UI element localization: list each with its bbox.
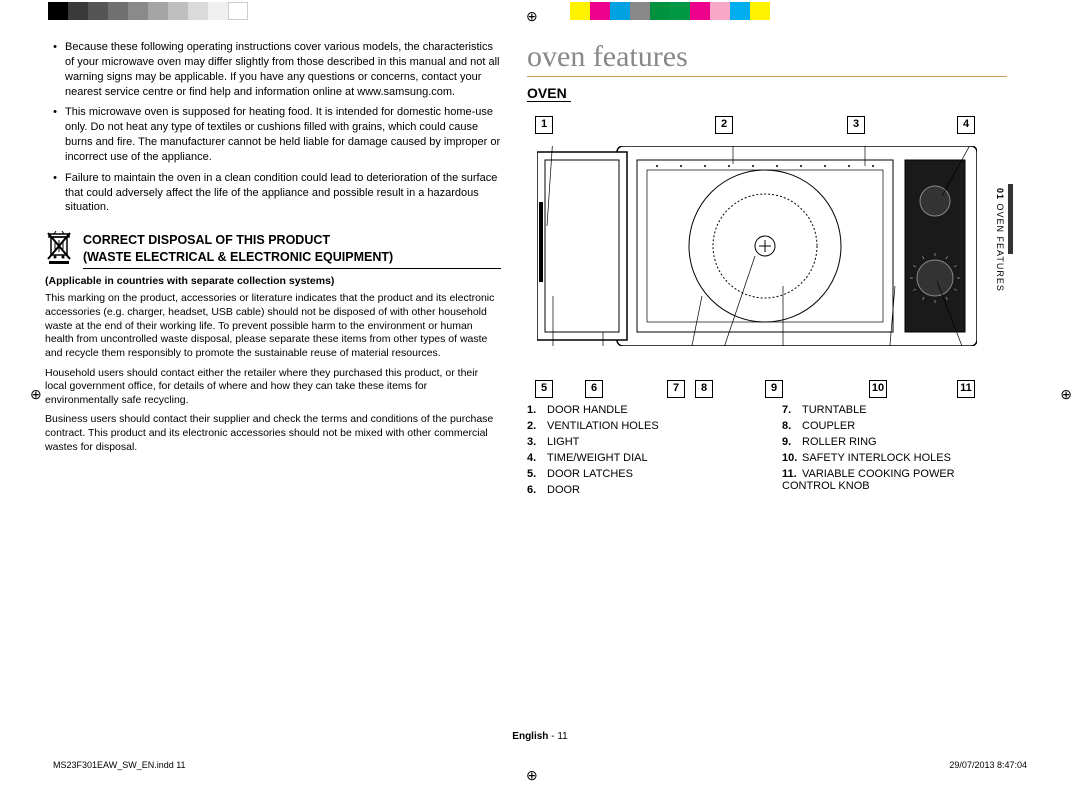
bullet-item: •Because these following operating instr… bbox=[45, 40, 501, 99]
oven-diagram: 1234567891011 bbox=[527, 116, 992, 376]
diagram-callout: 6 bbox=[585, 380, 603, 398]
disposal-heading: CORRECT DISPOSAL OF THIS PRODUCT (WASTE … bbox=[45, 231, 501, 270]
disposal-paragraph: This marking on the product, accessories… bbox=[45, 292, 501, 360]
oven-svg bbox=[537, 146, 977, 346]
color-swatch bbox=[570, 2, 590, 20]
diagram-callout: 3 bbox=[847, 116, 865, 134]
color-swatch bbox=[128, 2, 148, 20]
diagram-callout: 5 bbox=[535, 380, 553, 398]
color-swatch bbox=[48, 2, 68, 20]
part-item: 11.VARIABLE COOKING POWER CONTROL KNOB bbox=[782, 468, 1007, 492]
color-swatch bbox=[730, 2, 750, 20]
registration-mark-left: ⊕ bbox=[30, 386, 42, 403]
parts-lists: 1.DOOR HANDLE 2.VENTILATION HOLES 3.LIGHT 4… bbox=[527, 404, 1007, 500]
diagram-callout: 10 bbox=[869, 380, 887, 398]
registration-mark-bottom: ⊕ bbox=[526, 767, 538, 784]
color-swatch bbox=[228, 2, 248, 20]
right-column: oven features OVEN 1 2 3 4 5 6 78 9 10 11 1.DOOR … bbox=[527, 40, 1007, 500]
part-item: 9.ROLLER RING bbox=[782, 436, 1007, 448]
color-swatch bbox=[68, 2, 88, 20]
color-swatch bbox=[690, 2, 710, 20]
registration-mark-right: ⊕ bbox=[1060, 386, 1072, 403]
color-swatch bbox=[670, 2, 690, 20]
part-item: 10.SAFETY INTERLOCK HOLES bbox=[782, 452, 1007, 464]
oven-label: OVEN bbox=[527, 85, 571, 102]
color-swatch bbox=[630, 2, 650, 20]
color-swatch bbox=[710, 2, 730, 20]
left-column: •Because these following operating instr… bbox=[45, 40, 501, 500]
diagram-callout: 8 bbox=[695, 380, 713, 398]
footer-date: 29/07/2013 8:47:04 bbox=[949, 760, 1027, 770]
color-swatch bbox=[168, 2, 188, 20]
diagram-callout: 2 bbox=[715, 116, 733, 134]
color-bar-left bbox=[48, 2, 248, 20]
diagram-callout: 9 bbox=[765, 380, 783, 398]
diagram-callout: 1 bbox=[535, 116, 553, 134]
footer-center: English - 11 bbox=[45, 731, 1035, 742]
part-item: 6.DOOR bbox=[527, 484, 752, 496]
part-item: 8.COUPLER bbox=[782, 420, 1007, 432]
disposal-paragraph: Business users should contact their supp… bbox=[45, 413, 501, 454]
part-item: 2.VENTILATION HOLES bbox=[527, 420, 752, 432]
weee-bin-icon bbox=[45, 231, 75, 270]
color-swatch bbox=[108, 2, 128, 20]
part-item: 7.TURNTABLE bbox=[782, 404, 1007, 416]
part-item: 3.LIGHT bbox=[527, 436, 752, 448]
diagram-callout: 7 bbox=[667, 380, 685, 398]
bullet-item: •This microwave oven is supposed for hea… bbox=[45, 105, 501, 164]
parts-col-left: 1.DOOR HANDLE 2.VENTILATION HOLES 3.LIGHT 4… bbox=[527, 404, 752, 500]
color-swatch bbox=[88, 2, 108, 20]
color-swatch bbox=[148, 2, 168, 20]
footer-indd: MS23F301EAW_SW_EN.indd 11 bbox=[53, 760, 186, 770]
color-swatch bbox=[188, 2, 208, 20]
color-swatch bbox=[650, 2, 670, 20]
disposal-title-line2: (WASTE ELECTRICAL & ELECTRONIC EQUIPMENT… bbox=[83, 249, 501, 266]
bullet-item: •Failure to maintain the oven in a clean… bbox=[45, 171, 501, 216]
color-bar-right bbox=[570, 2, 770, 20]
disposal-paragraph: Household users should contact either th… bbox=[45, 367, 501, 408]
disposal-applicable: (Applicable in countries with separate c… bbox=[45, 274, 501, 288]
diagram-callout: 4 bbox=[957, 116, 975, 134]
section-title: oven features bbox=[527, 40, 1007, 77]
part-item: 5.DOOR LATCHES bbox=[527, 468, 752, 480]
diagram-callout: 11 bbox=[957, 380, 975, 398]
parts-col-right: 7.TURNTABLE 8.COUPLER 9.ROLLER RING 10.SAFE… bbox=[782, 404, 1007, 500]
color-swatch bbox=[750, 2, 770, 20]
color-swatch bbox=[208, 2, 228, 20]
registration-mark-top: ⊕ bbox=[526, 8, 538, 25]
color-swatch bbox=[590, 2, 610, 20]
disposal-title-line1: CORRECT DISPOSAL OF THIS PRODUCT bbox=[83, 232, 501, 249]
part-item: 4.TIME/WEIGHT DIAL bbox=[527, 452, 752, 464]
side-tab: 01 OVEN FEATURES bbox=[995, 184, 1013, 514]
part-item: 1.DOOR HANDLE bbox=[527, 404, 752, 416]
color-swatch bbox=[610, 2, 630, 20]
page-content: •Because these following operating instr… bbox=[45, 40, 1035, 760]
